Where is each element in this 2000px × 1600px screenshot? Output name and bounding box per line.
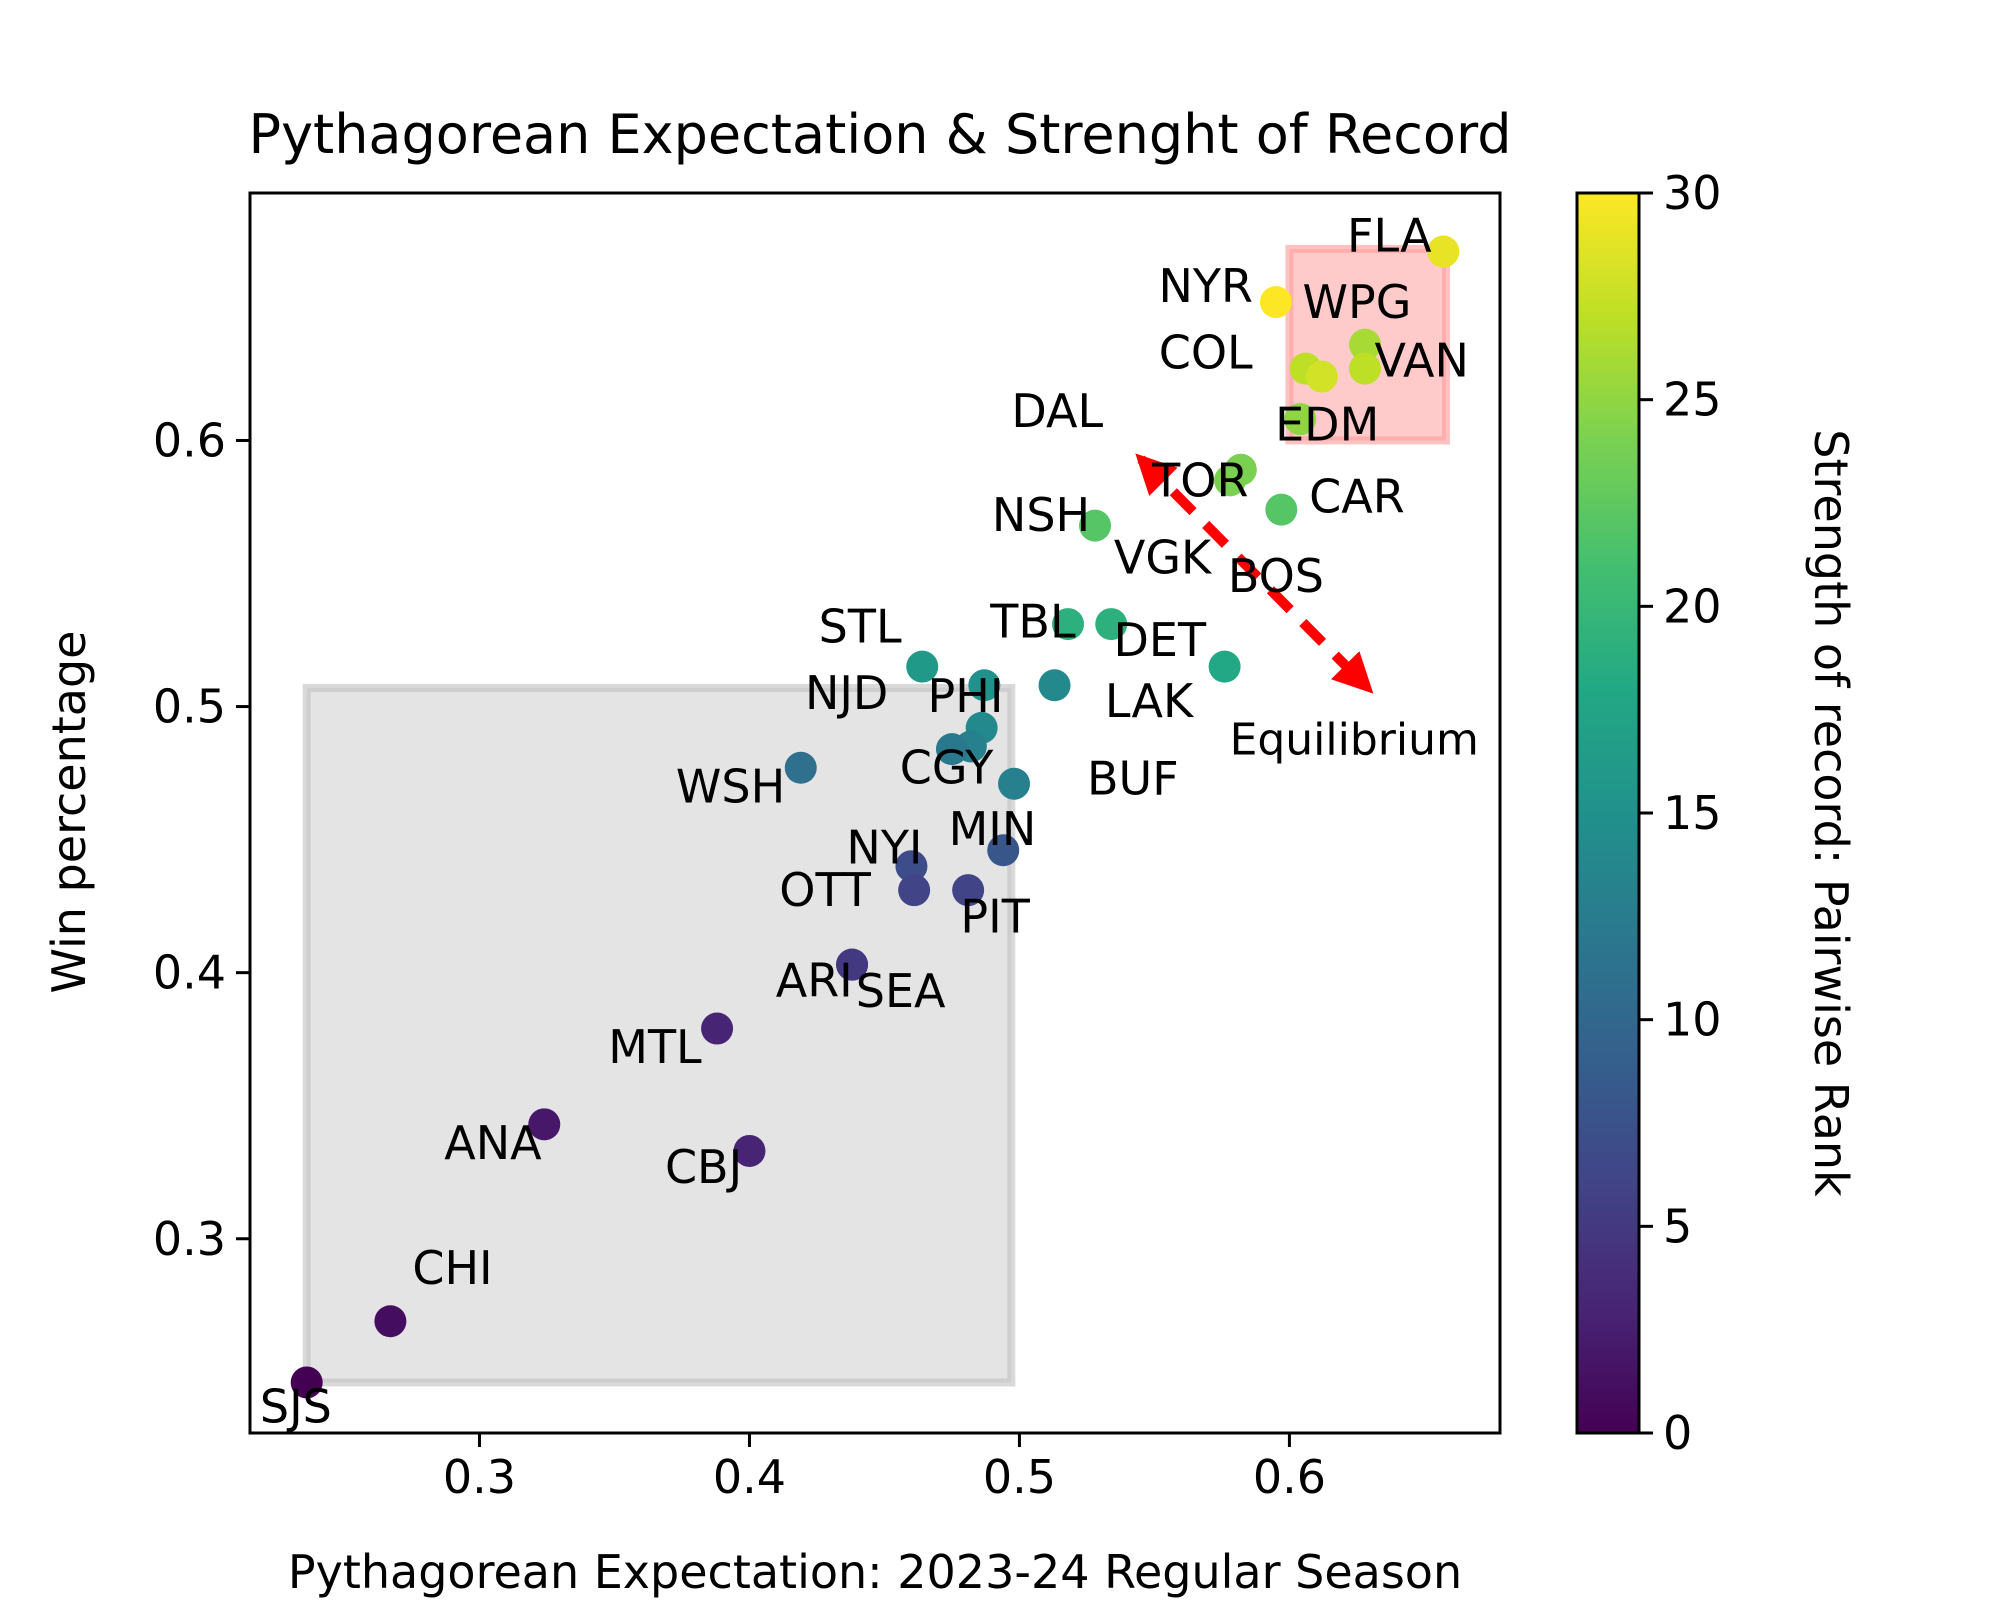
x-tick-label: 0.3 [443,1450,516,1504]
point-min [987,834,1020,867]
label-mtl: MTL [608,1020,702,1074]
label-tbl: TBL [989,594,1076,648]
point-lak [1208,650,1241,683]
point-ari [836,948,869,981]
colorbar-tick-label: 5 [1663,1199,1692,1253]
label-van: VAN [1375,334,1469,388]
point-ott [898,874,931,907]
label-phi: PHI [927,669,1003,723]
label-ana: ANA [444,1116,542,1170]
point-pit [952,874,985,907]
colorbar-label: Strength of record: Pairwise Rank [1804,429,1858,1197]
label-buf: BUF [1087,751,1179,805]
point-van [1349,352,1382,385]
point-det [1038,669,1071,702]
y-tick-label: 0.4 [153,946,226,1000]
bottom-region [302,683,1016,1387]
point-stl [906,650,939,683]
point-chi [374,1305,407,1338]
y-axis: 0.3 0.4 0.5 0.6 [153,413,250,1266]
label-sea: SEA [856,964,946,1018]
colorbar [1575,191,1641,1435]
chart-title: Pythagorean Expectation & Strenght of Re… [249,103,1512,166]
label-stl: STL [819,600,902,654]
x-tick-label: 0.4 [713,1450,786,1504]
label-wpg: WPG [1302,275,1411,329]
x-tick-label: 0.6 [1253,1450,1326,1504]
label-nyi: NYI [846,821,922,875]
x-axis: 0.3 0.4 0.5 0.6 [443,1433,1326,1504]
points-layer [290,235,1460,1399]
label-nyr: NYR [1158,259,1252,313]
point-mtl [701,1012,734,1045]
y-tick-label: 0.5 [153,680,226,734]
label-pit: PIT [960,890,1030,944]
colorbar-tick-label: 10 [1663,993,1722,1047]
point-cbj [733,1134,766,1167]
point-wsh [784,751,817,784]
colorbar-tick-label: 15 [1663,786,1722,840]
x-axis-label: Pythagorean Expectation: 2023-24 Regular… [288,1545,1462,1599]
x-tick-label: 0.5 [983,1450,1056,1504]
label-bos: BOS [1228,549,1324,603]
label-fla: FLA [1347,209,1432,263]
point-tbl [1052,608,1085,641]
point-buf [998,767,1031,800]
point-sjs [290,1366,323,1399]
point-car [1265,493,1298,526]
point-edm [1284,403,1317,436]
label-min: MIN [949,802,1037,856]
point-nyi [895,850,928,883]
label-col: COL [1159,326,1253,380]
point-nyr [1259,286,1292,319]
label-tor: TOR [1151,453,1248,507]
point-wpg [1349,328,1382,361]
annotation-arrow [1135,453,1374,694]
colorbar-tick-label: 20 [1663,579,1722,633]
label-chi: CHI [412,1241,492,1295]
annotation-text: Equilibrium [1230,714,1479,765]
label-ott: OTT [779,863,871,917]
point-phi [968,669,1001,702]
colorbar-tick-label: 30 [1663,166,1722,220]
label-ari: ARI [776,954,853,1008]
y-tick-label: 0.3 [153,1212,226,1266]
point-dal [1305,360,1338,393]
y-tick-label: 0.6 [153,413,226,467]
label-vgk: VGK [1114,531,1213,585]
label-det: DET [1114,613,1207,667]
regions-layer [302,244,1451,1387]
labels-layer: FLA NYR WPG COL VAN EDM DAL TOR CAR NSH VGK BOS STL T… [260,209,1469,1434]
colorbar-tick-label: 0 [1663,1406,1692,1460]
point-ana [528,1108,561,1141]
y-axis-label: Win percentage [42,631,96,994]
label-cgy: CGY [900,741,994,795]
point-cgy2 [935,733,968,766]
point-vgk [1095,608,1128,641]
label-lak: LAK [1105,674,1195,728]
colorbar-axis: 0 5 10 15 20 25 30 [1639,166,1722,1460]
label-edm: EDM [1275,397,1379,451]
point-bos [1224,453,1257,486]
label-cbj: CBJ [665,1140,742,1194]
label-sjs: SJS [260,1379,332,1433]
colorbar-tick-label: 25 [1663,373,1722,427]
label-nsh: NSH [992,488,1090,542]
top-region [1285,244,1451,445]
label-njd: NJD [805,666,888,720]
label-wsh: WSH [676,759,785,813]
label-dal: DAL [1011,384,1103,438]
label-car: CAR [1309,469,1405,523]
plot-frame [248,191,1502,1435]
point-fla [1427,235,1460,268]
point-nsh [1079,509,1112,542]
